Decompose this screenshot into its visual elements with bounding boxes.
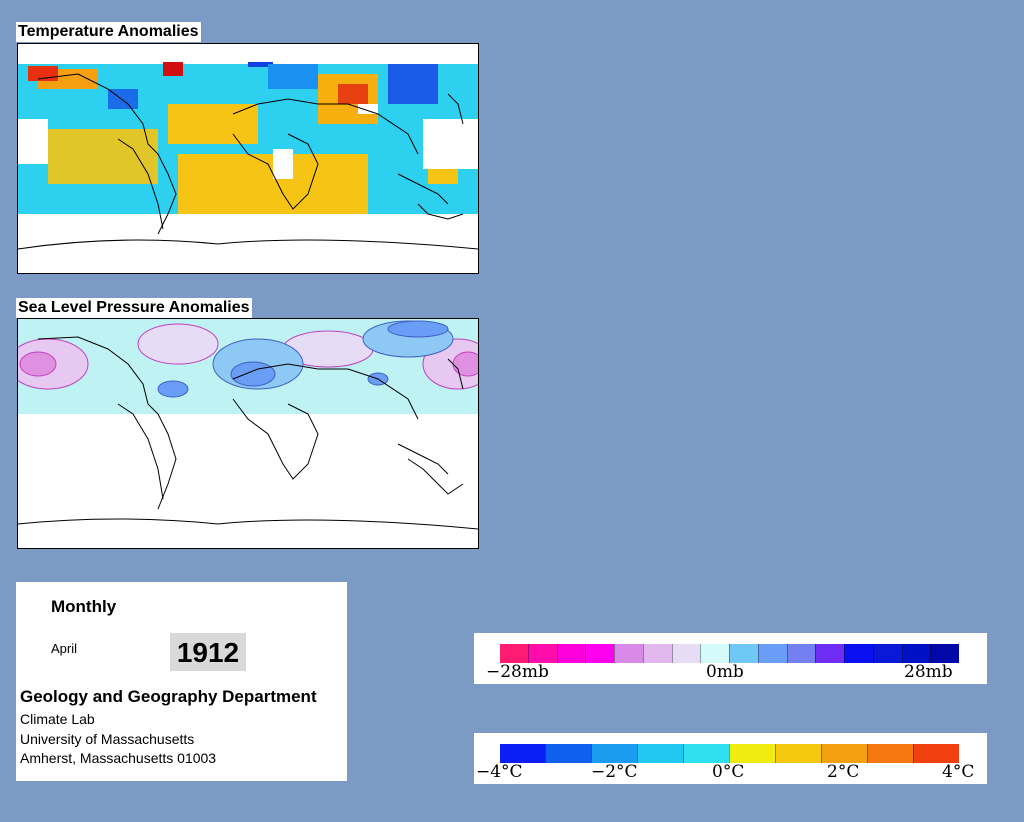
temperature-label: −4°C (476, 762, 523, 782)
temperature-label: 0°C (712, 762, 745, 782)
info-panel: Monthly April 1912 Geology and Geography… (16, 582, 347, 781)
color-swatch (683, 744, 729, 763)
pressure-panel-title: Sea Level Pressure Anomalies (16, 298, 252, 318)
department-name: Geology and Geography Department (20, 687, 317, 706)
color-swatch (729, 644, 758, 663)
frequency-label: Monthly (51, 597, 117, 616)
color-swatch (775, 744, 821, 763)
color-swatch (545, 744, 591, 763)
color-swatch (585, 644, 614, 663)
temperature-label: 2°C (827, 762, 860, 782)
color-swatch (500, 744, 545, 763)
pressure-mid-label: 0mb (706, 662, 744, 682)
color-swatch (786, 644, 816, 663)
color-swatch (844, 644, 873, 663)
color-swatch (614, 644, 643, 663)
pressure-anomaly-map (17, 318, 479, 549)
color-swatch (821, 744, 867, 763)
temperature-panel-title: Temperature Anomalies (16, 22, 201, 42)
color-swatch (500, 644, 528, 663)
address: Amherst, Massachusetts 01003 (20, 750, 217, 766)
color-swatch (872, 644, 902, 663)
pressure-color-bar (500, 644, 959, 663)
color-swatch (729, 744, 775, 763)
color-swatch (815, 644, 844, 663)
color-swatch (700, 644, 729, 663)
color-swatch (556, 644, 586, 663)
pressure-max-label: 28mb (904, 662, 953, 682)
university-name: University of Massachusetts (20, 731, 195, 747)
temperature-label: 4°C (942, 762, 975, 782)
temperature-label: −2°C (591, 762, 638, 782)
temperature-legend: −4°C −2°C 0°C 2°C 4°C (474, 733, 987, 784)
temperature-anomaly-map (17, 43, 479, 274)
color-swatch (757, 644, 787, 663)
color-swatch (867, 744, 913, 763)
color-swatch (901, 644, 931, 663)
pressure-legend: −28mb 0mb 28mb (474, 633, 987, 684)
year-display: 1912 (170, 633, 246, 671)
color-swatch (637, 744, 683, 763)
temperature-color-bar (500, 744, 959, 763)
color-swatch (913, 744, 959, 763)
lab-name: Climate Lab (20, 711, 95, 727)
color-swatch (591, 744, 637, 763)
month-label: April (51, 641, 78, 656)
color-swatch (642, 644, 672, 663)
color-swatch (671, 644, 701, 663)
color-swatch (930, 644, 959, 663)
color-swatch (527, 644, 557, 663)
pressure-min-label: −28mb (486, 662, 549, 682)
